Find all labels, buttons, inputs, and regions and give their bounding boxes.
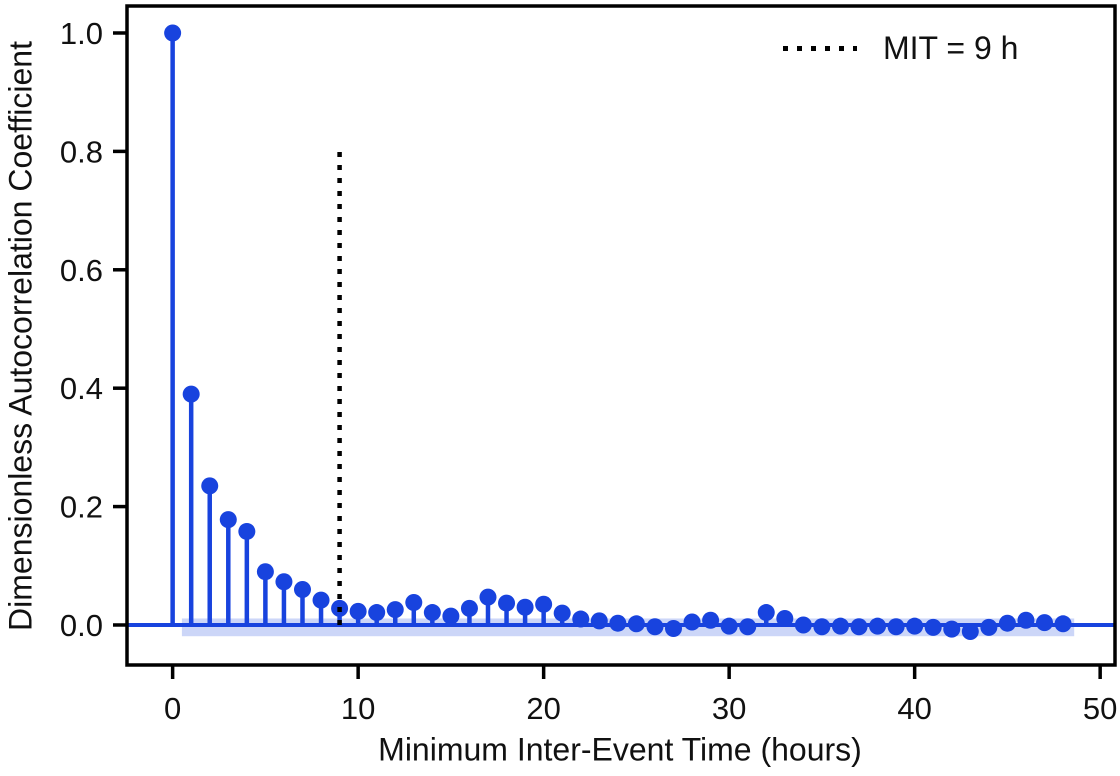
stem-marker: [943, 620, 961, 638]
stem-marker: [702, 611, 720, 629]
stem-marker: [516, 598, 534, 616]
stem-marker: [961, 622, 979, 640]
x-tick-label: 0: [164, 691, 181, 726]
stem-marker: [460, 599, 478, 617]
stem-marker: [293, 580, 311, 598]
x-tick-label: 10: [341, 691, 375, 726]
stem-marker: [776, 609, 794, 627]
stem-marker: [831, 617, 849, 635]
stem-marker: [535, 595, 553, 613]
stem-marker: [219, 511, 237, 529]
stem-marker: [256, 563, 274, 581]
stem-marker: [813, 618, 831, 636]
plot-frame: [125, 4, 1117, 667]
stem-marker: [998, 614, 1016, 632]
stem-marker: [553, 604, 571, 622]
legend: MIT = 9 h: [783, 30, 1018, 67]
y-tick-label: 0.0: [60, 608, 103, 643]
stem-marker: [869, 617, 887, 635]
x-tick-label: 30: [712, 691, 746, 726]
x-axis-label: Minimum Inter-Event Time (hours): [378, 731, 862, 768]
stem-marker: [609, 614, 627, 632]
stem-marker: [423, 604, 441, 622]
y-tick-label: 0.2: [60, 490, 103, 525]
stem-marker: [442, 607, 460, 625]
stem-marker: [683, 613, 701, 631]
stem-marker: [1036, 614, 1054, 632]
stem-marker: [312, 591, 330, 609]
stem-marker: [405, 593, 423, 611]
stem-marker: [664, 620, 682, 638]
stem-marker: [739, 618, 757, 636]
stem-marker: [386, 601, 404, 619]
confidence-band: [181, 618, 1075, 637]
x-tick-label: 40: [897, 691, 931, 726]
stem-marker: [720, 617, 738, 635]
y-tick-label: 0.8: [60, 134, 103, 169]
stem-marker: [794, 616, 812, 634]
stem-marker: [164, 24, 182, 42]
stem-marker: [182, 385, 200, 403]
stem-marker: [906, 617, 924, 635]
y-tick-label: 0.4: [60, 371, 103, 406]
x-tick-label: 50: [1083, 691, 1117, 726]
stem-marker: [238, 522, 256, 540]
stem-marker: [479, 588, 497, 606]
dotted-line-icon: [783, 46, 857, 51]
legend-label: MIT = 9 h: [883, 30, 1019, 66]
stem-marker: [980, 618, 998, 636]
stem-marker: [572, 610, 590, 628]
stem-marker: [349, 602, 367, 620]
stem-marker: [924, 618, 942, 636]
stem-marker: [1054, 615, 1072, 633]
stem-marker: [887, 618, 905, 636]
stem-marker: [757, 604, 775, 622]
stem-marker: [275, 573, 293, 591]
stem-marker: [590, 612, 608, 630]
stem-marker: [368, 604, 386, 622]
y-tick-label: 1.0: [60, 16, 103, 51]
stem-marker: [646, 618, 664, 636]
x-tick-label: 20: [526, 691, 560, 726]
y-tick-label: 0.6: [60, 253, 103, 288]
stem-marker: [498, 594, 516, 612]
y-axis-label: Dimensionless Autocorrelation Coefficien…: [2, 41, 39, 631]
stem-marker: [627, 615, 645, 633]
stem-marker: [1017, 611, 1035, 629]
stem-marker: [850, 618, 868, 636]
stem-marker: [201, 477, 219, 495]
